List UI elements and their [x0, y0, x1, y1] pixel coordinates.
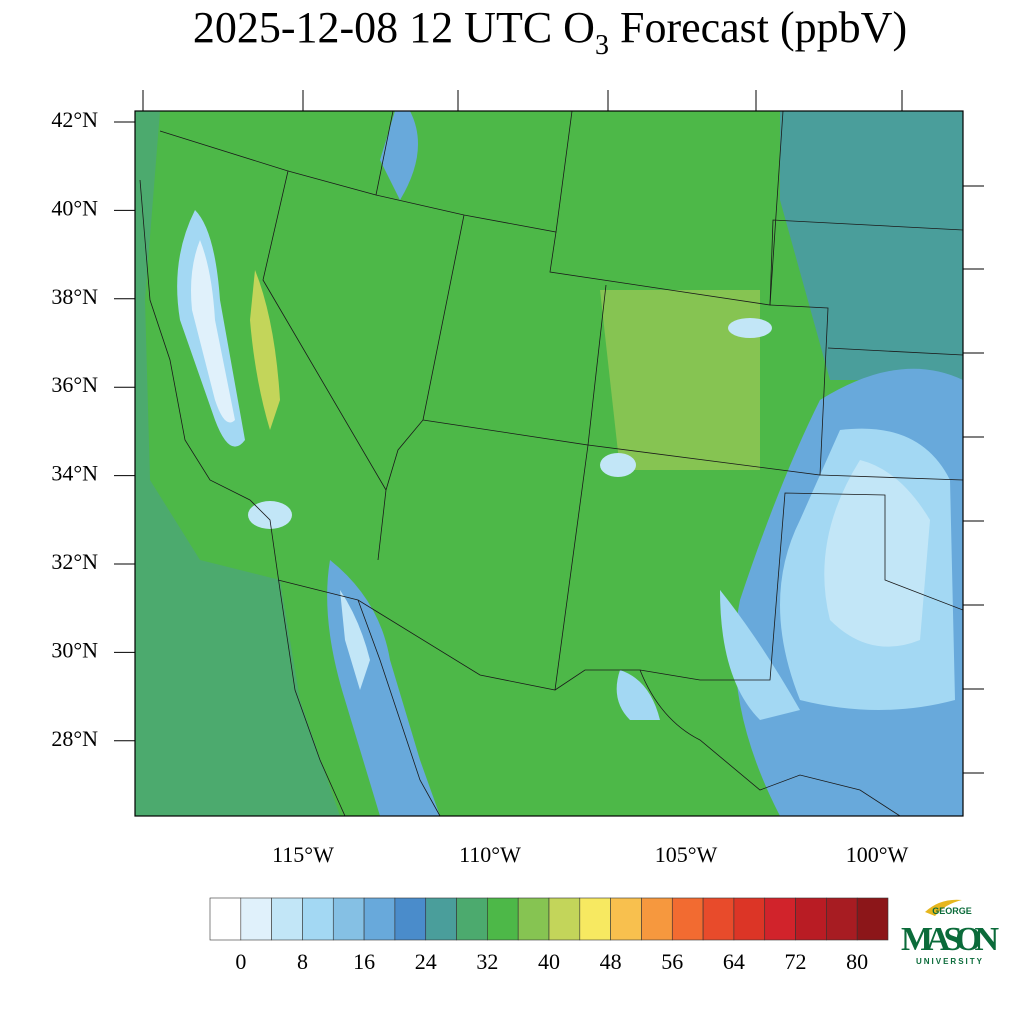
color-box	[548, 897, 581, 941]
color-box	[271, 897, 303, 941]
lat-label: 36°N	[51, 372, 98, 397]
logo-main: MASON	[901, 921, 999, 958]
lat-label: 28°N	[51, 726, 98, 751]
color-box	[856, 897, 889, 941]
color-box	[394, 897, 427, 941]
colorbar-label: 16	[353, 949, 375, 974]
color-box	[764, 897, 796, 941]
lat-label: 42°N	[51, 107, 98, 132]
logo-bottom: UNIVERSITY	[916, 957, 984, 966]
lat-label: 38°N	[51, 284, 98, 309]
colorbar-label: 24	[415, 949, 437, 974]
lon-labels: 115°W 110°W 105°W 100°W	[272, 842, 908, 867]
color-box	[733, 897, 766, 941]
lat-label: 32°N	[51, 549, 98, 574]
map-frame	[134, 110, 964, 817]
color-box	[240, 897, 272, 941]
title-subscript: 3	[595, 30, 609, 61]
color-box	[702, 897, 735, 941]
lon-label: 110°W	[459, 842, 521, 867]
color-box	[363, 897, 396, 941]
color-box	[671, 897, 704, 941]
colorbar-label: 72	[785, 949, 807, 974]
lat-label: 30°N	[51, 637, 98, 662]
title-text: Forecast (ppbV)	[609, 3, 907, 52]
boundaries	[139, 111, 963, 816]
color-box	[302, 897, 334, 941]
frame-ticks	[142, 90, 984, 774]
color-box	[610, 897, 642, 941]
logo-top: GEORGE	[932, 906, 972, 916]
color-box	[456, 897, 488, 941]
lat-label: 34°N	[51, 461, 98, 486]
lat-label: 40°N	[51, 195, 98, 220]
lon-label: 105°W	[655, 842, 718, 867]
colorbar-label: 8	[297, 949, 308, 974]
title-text: 2025-12-08 12 UTC O	[193, 3, 595, 52]
color-box	[641, 897, 673, 941]
logo: GEORGE MASON UNIVERSITY	[901, 899, 999, 966]
color-box	[487, 897, 519, 941]
color-box	[332, 897, 365, 941]
lon-label: 100°W	[846, 842, 909, 867]
title: 2025-12-08 12 UTC O3 Forecast (ppbV)	[193, 3, 907, 61]
color-box	[517, 897, 550, 941]
ozone-field	[135, 111, 963, 816]
colorbar-label: 48	[600, 949, 622, 974]
colorbar-label: 32	[476, 949, 498, 974]
color-box	[209, 897, 242, 941]
colorbar: 0 8 16 24 32 40 48 56 64 72 80	[209, 897, 889, 974]
colorbar-label: 0	[235, 949, 246, 974]
color-box	[795, 897, 827, 941]
lat-labels: 42°N 40°N 38°N 36°N 34°N 32°N 30°N 28°N	[51, 107, 135, 751]
colorbar-label: 56	[661, 949, 683, 974]
color-box	[425, 897, 457, 941]
colorbar-label: 64	[723, 949, 745, 974]
colorbar-label: 40	[538, 949, 560, 974]
color-box	[579, 897, 611, 941]
lon-label: 115°W	[272, 842, 334, 867]
color-box	[826, 897, 858, 941]
colorbar-label: 80	[846, 949, 868, 974]
